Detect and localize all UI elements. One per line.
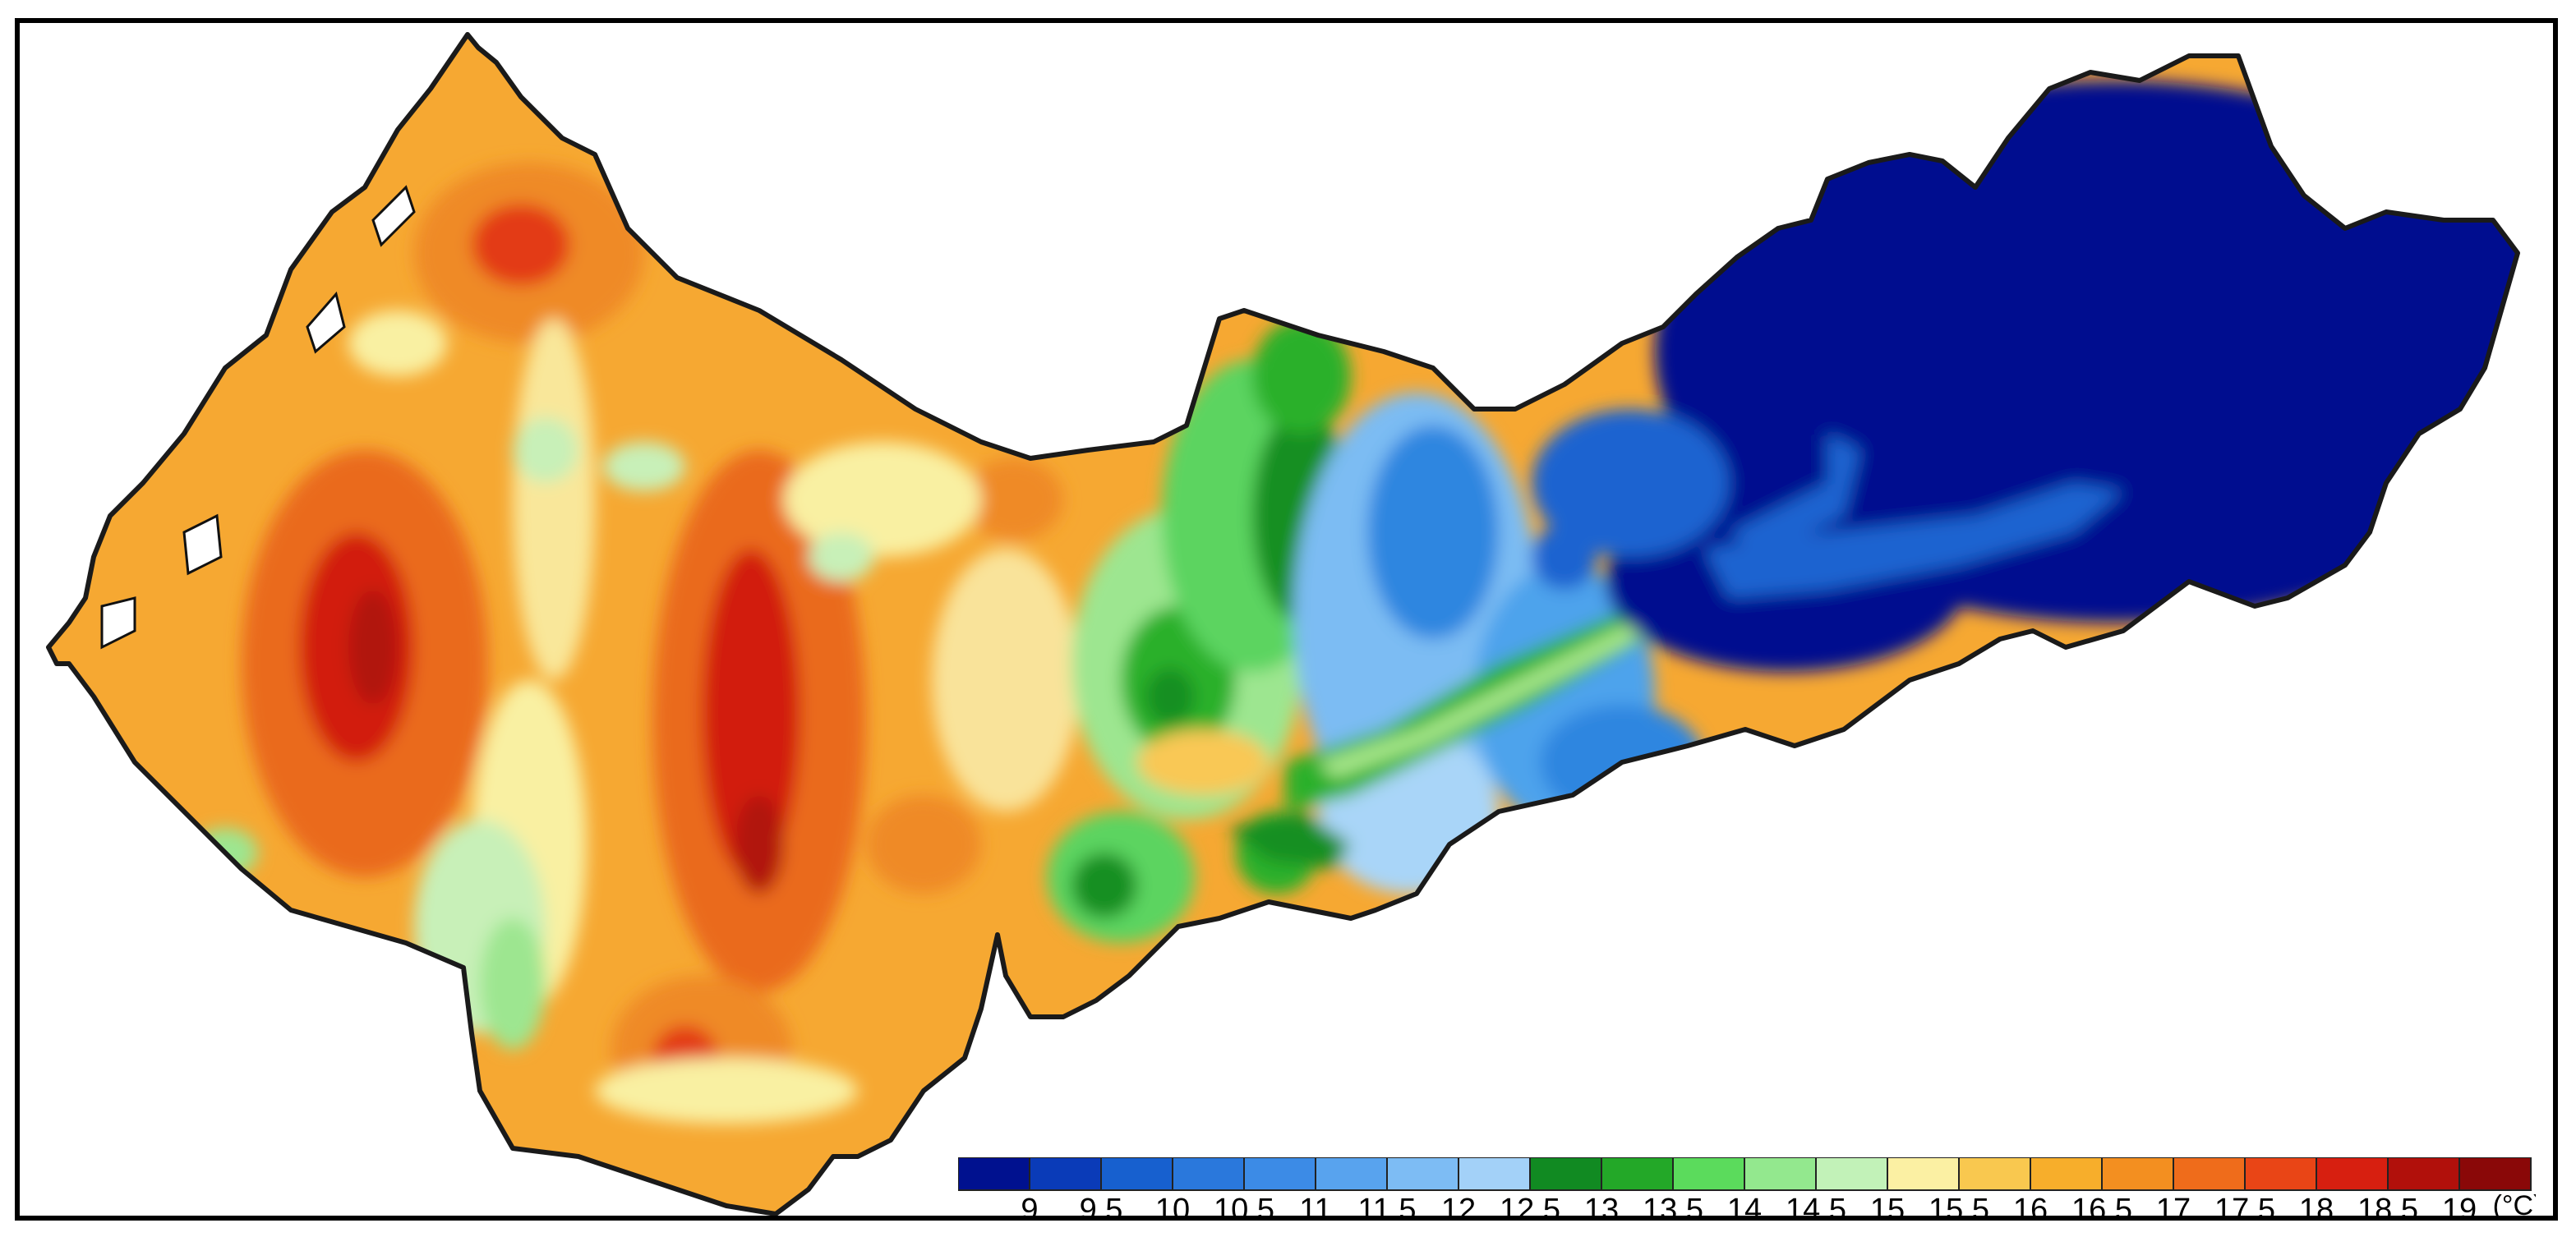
colorbar-swatches bbox=[958, 1157, 2532, 1191]
temperature-map bbox=[46, 32, 2520, 1216]
colorbar-swatch bbox=[1386, 1157, 1459, 1191]
colorbar-swatch bbox=[958, 1157, 1030, 1191]
colorbar-tick-label: 14 bbox=[1727, 1193, 1762, 1223]
colorbar-swatch bbox=[1887, 1157, 1960, 1191]
colorbar-ticks: 9 9.5 10 10.5 11 11.5 12 12.5 13 13.5 14 14.5 15 15.5… bbox=[1021, 1193, 2477, 1223]
colorbar-swatch bbox=[2030, 1157, 2103, 1191]
colorbar-swatch bbox=[1172, 1157, 1245, 1191]
coastline-notches bbox=[100, 185, 416, 650]
colorbar-tick-label: 16 bbox=[2013, 1193, 2048, 1223]
colorbar-tick-label: 13 bbox=[1584, 1193, 1619, 1223]
colorbar-tick-label: 10 bbox=[1155, 1193, 1190, 1223]
colorbar-tick-label: 14.5 bbox=[1786, 1193, 1846, 1223]
colorbar-swatch bbox=[1744, 1157, 1817, 1191]
colorbar-tick-label: 12.5 bbox=[1500, 1193, 1560, 1223]
colorbar-tick-label: 15 bbox=[1870, 1193, 1905, 1223]
colorbar-swatch bbox=[2244, 1157, 2317, 1191]
colorbar-tick-label: 18 bbox=[2299, 1193, 2334, 1223]
colorbar-swatch bbox=[1529, 1157, 1602, 1191]
colorbar-tick-label: 17.5 bbox=[2214, 1193, 2275, 1223]
colorbar-tick-label: 9.5 bbox=[1080, 1193, 1123, 1223]
colorbar-swatch bbox=[1243, 1157, 1316, 1191]
colorbar-tick-label: 15.5 bbox=[1929, 1193, 1989, 1223]
colorbar-tick-label: 12 bbox=[1441, 1193, 1476, 1223]
colorbar-tick-label: 19 bbox=[2442, 1193, 2477, 1223]
colorbar-swatch bbox=[1315, 1157, 1388, 1191]
colorbar-tick-label: 9 bbox=[1021, 1193, 1038, 1223]
colorbar-swatch bbox=[2458, 1157, 2532, 1191]
colorbar-tick-label: 11 bbox=[1299, 1193, 1331, 1223]
colorbar-swatch bbox=[1958, 1157, 2031, 1191]
colorbar-tick-label: 18.5 bbox=[2357, 1193, 2418, 1223]
colorbar-unit-label: (°C) bbox=[2493, 1190, 2536, 1221]
basin-boundary bbox=[46, 32, 2520, 1216]
colorbar-swatch bbox=[1100, 1157, 1173, 1191]
colorbar-swatch bbox=[2173, 1157, 2246, 1191]
colorbar-swatch bbox=[1458, 1157, 1531, 1191]
colorbar-swatch bbox=[1672, 1157, 1745, 1191]
map-frame: 9 9.5 10 10.5 11 11.5 12 12.5 13 13.5 14 14.5 15 15.5… bbox=[15, 18, 2558, 1223]
colorbar-tick-label: 17 bbox=[2156, 1193, 2191, 1223]
colorbar-swatch bbox=[1601, 1157, 1674, 1191]
colorbar-swatch bbox=[1029, 1157, 1102, 1191]
colorbar-swatch bbox=[1815, 1157, 1888, 1191]
colorbar-tick-label: 11.5 bbox=[1357, 1193, 1416, 1223]
colorbar-swatch bbox=[2387, 1157, 2460, 1191]
colorbar-tick-label: 16.5 bbox=[2071, 1193, 2132, 1223]
colorbar-swatch bbox=[2316, 1157, 2389, 1191]
colorbar-tick-label: 10.5 bbox=[1214, 1193, 1274, 1223]
colorbar-swatch bbox=[2101, 1157, 2174, 1191]
colorbar-tick-label: 13.5 bbox=[1643, 1193, 1703, 1223]
colorbar: 9 9.5 10 10.5 11 11.5 12 12.5 13 13.5 14 14.5 15 15.5… bbox=[958, 1157, 2536, 1223]
